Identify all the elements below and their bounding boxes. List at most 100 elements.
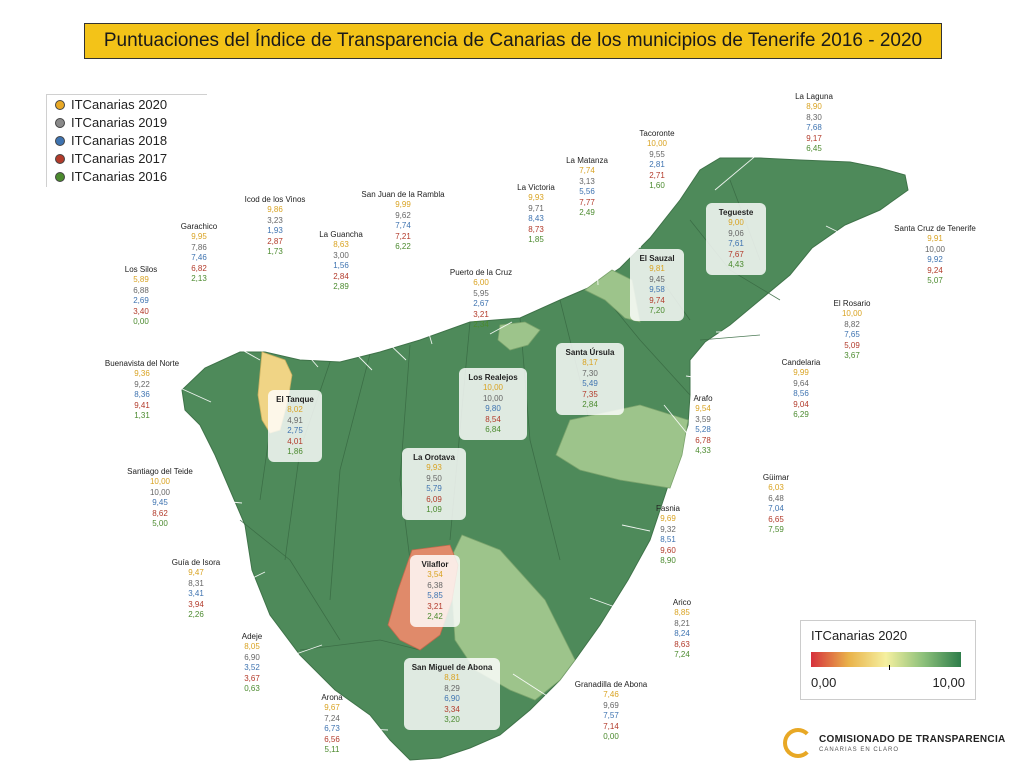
value-2019: 9,32 bbox=[660, 524, 676, 534]
label-arico: Arico 8,85 8,21 8,24 8,63 7,24 bbox=[662, 598, 702, 660]
municipio-name: El Rosario bbox=[833, 299, 871, 308]
value-2020: 3,54 bbox=[427, 570, 443, 580]
value-2018: 9,58 bbox=[649, 285, 665, 295]
logo-ring-icon bbox=[783, 728, 813, 758]
value-2016: 7,24 bbox=[674, 650, 690, 660]
municipio-name: Adeje bbox=[241, 632, 263, 641]
value-2017: 2,84 bbox=[333, 271, 349, 281]
value-2020: 10,00 bbox=[482, 383, 504, 393]
value-2019: 7,86 bbox=[191, 242, 207, 252]
value-2017: 8,73 bbox=[528, 224, 544, 234]
value-2020: 9,54 bbox=[695, 404, 711, 414]
value-2020: 7,74 bbox=[579, 166, 595, 176]
value-2019: 10,00 bbox=[924, 244, 946, 254]
value-2020: 5,89 bbox=[133, 275, 149, 285]
year-legend: ITCanarias 2020 ITCanarias 2019 ITCanari… bbox=[46, 94, 207, 187]
value-2017: 7,35 bbox=[582, 389, 598, 399]
value-2016: 2,26 bbox=[188, 610, 204, 620]
municipio-name: La Laguna bbox=[795, 92, 833, 101]
municipio-name: Icod de los Vinos bbox=[244, 195, 306, 204]
label-guimar: Güimar 6,03 6,48 7,04 6,65 7,59 bbox=[756, 473, 796, 535]
value-2020: 9,99 bbox=[793, 368, 809, 378]
value-2017: 8,54 bbox=[485, 414, 501, 424]
municipio-name: Tacoronte bbox=[639, 129, 675, 138]
municipio-name: Guía de Isora bbox=[171, 558, 221, 567]
value-2018: 5,79 bbox=[426, 484, 442, 494]
municipio-puerto-de-la-cruz bbox=[497, 321, 541, 351]
value-2017: 3,21 bbox=[473, 309, 489, 319]
label-arafo: Arafo 9,54 3,59 5,28 6,78 4,33 bbox=[686, 394, 720, 456]
value-2016: 6,84 bbox=[485, 425, 501, 435]
label-tegueste: Tegueste 9,00 9,06 7,61 7,67 4,43 bbox=[706, 203, 766, 276]
legend-item-2016: ITCanarias 2016 bbox=[55, 168, 207, 185]
value-2019: 3,23 bbox=[267, 215, 283, 225]
value-2018: 3,52 bbox=[244, 663, 260, 673]
scale-gradient-bar bbox=[811, 652, 961, 667]
value-2020: 9,36 bbox=[134, 369, 150, 379]
municipio-name: Fasnia bbox=[655, 504, 680, 513]
value-2017: 6,56 bbox=[324, 734, 340, 744]
label-la-victoria: La Victoria 9,93 9,71 8,43 8,73 1,85 bbox=[505, 183, 567, 245]
value-2018: 9,92 bbox=[927, 255, 943, 265]
legend-item-2017: ITCanarias 2017 bbox=[55, 150, 207, 167]
legend-dot-icon bbox=[55, 153, 65, 164]
value-2018: 6,73 bbox=[324, 724, 340, 734]
legend-dot-icon bbox=[55, 171, 65, 182]
value-2019: 10,00 bbox=[149, 487, 171, 497]
scale-max-label: 10,00 bbox=[932, 675, 965, 690]
label-la-guancha: La Guancha 8,63 3,00 1,56 2,84 2,89 bbox=[312, 230, 370, 292]
value-2020: 9,86 bbox=[267, 205, 283, 215]
value-2020: 9,95 bbox=[191, 232, 207, 242]
value-2019: 4,91 bbox=[287, 415, 303, 425]
value-2018: 8,51 bbox=[660, 535, 676, 545]
label-tacoronte: Tacoronte 10,00 9,55 2,81 2,71 1,60 bbox=[626, 129, 688, 191]
value-2017: 6,09 bbox=[426, 494, 442, 504]
value-2020: 9,47 bbox=[188, 568, 204, 578]
municipio-name: Garachico bbox=[180, 222, 218, 231]
municipio-name: La Matanza bbox=[566, 156, 608, 165]
label-guia-de-isora: Guía de Isora 9,47 8,31 3,41 3,94 2,26 bbox=[166, 558, 226, 620]
municipio-name: Puerto de la Cruz bbox=[449, 268, 513, 277]
value-2017: 7,67 bbox=[728, 249, 744, 259]
scale-min-label: 0,00 bbox=[811, 675, 837, 690]
value-2020: 8,63 bbox=[333, 240, 349, 250]
value-2017: 9,41 bbox=[134, 400, 150, 410]
value-2016: 1,73 bbox=[267, 247, 283, 257]
value-2018: 8,56 bbox=[793, 389, 809, 399]
value-2019: 7,30 bbox=[582, 368, 598, 378]
value-2019: 9,22 bbox=[134, 379, 150, 389]
value-2019: 9,71 bbox=[528, 203, 544, 213]
value-2019: 8,21 bbox=[674, 618, 690, 628]
comisionado-logo: COMISIONADO DE TRANSPARENCIA CANARIAS EN… bbox=[783, 726, 1013, 766]
value-2016: 2,89 bbox=[333, 282, 349, 292]
label-el-rosario: El Rosario 10,00 8,82 7,65 5,09 3,67 bbox=[824, 299, 880, 361]
value-2019: 3,13 bbox=[579, 176, 595, 186]
municipio-name: Arona bbox=[321, 693, 343, 702]
label-granadilla-de-abona: Granadilla de Abona 7,46 9,69 7,57 7,14 … bbox=[566, 680, 656, 742]
legend-label: ITCanarias 2018 bbox=[71, 133, 168, 148]
value-2016: 2,13 bbox=[191, 274, 207, 284]
value-2019: 6,90 bbox=[244, 652, 260, 662]
value-2016: 2,84 bbox=[582, 400, 598, 410]
municipio-name: Tegueste bbox=[718, 208, 754, 217]
label-los-silos: Los Silos 5,89 6,88 2,69 3,40 0,00 bbox=[114, 265, 168, 327]
value-2016: 4,43 bbox=[728, 260, 744, 270]
value-2016: 1,09 bbox=[426, 505, 442, 515]
label-la-matanza: La Matanza 7,74 3,13 5,56 7,77 2,49 bbox=[556, 156, 618, 218]
municipio-name: Granadilla de Abona bbox=[574, 680, 648, 689]
municipio-name: Santa Cruz de Tenerife bbox=[894, 224, 976, 233]
value-2017: 3,94 bbox=[188, 599, 204, 609]
value-2018: 7,61 bbox=[728, 239, 744, 249]
value-2020: 9,69 bbox=[660, 514, 676, 524]
value-2020: 9,99 bbox=[395, 200, 411, 210]
value-2020: 9,93 bbox=[426, 463, 442, 473]
value-2016: 8,90 bbox=[660, 556, 676, 566]
value-2017: 3,40 bbox=[133, 306, 149, 316]
legend-item-2018: ITCanarias 2018 bbox=[55, 132, 207, 149]
municipio-name: Santiago del Teide bbox=[127, 467, 193, 476]
municipio-name: Santa Úrsula bbox=[565, 348, 615, 357]
value-2016: 0,00 bbox=[133, 317, 149, 327]
value-2019: 9,45 bbox=[649, 274, 665, 284]
value-2016: 3,20 bbox=[444, 715, 460, 725]
value-2017: 9,17 bbox=[806, 133, 822, 143]
